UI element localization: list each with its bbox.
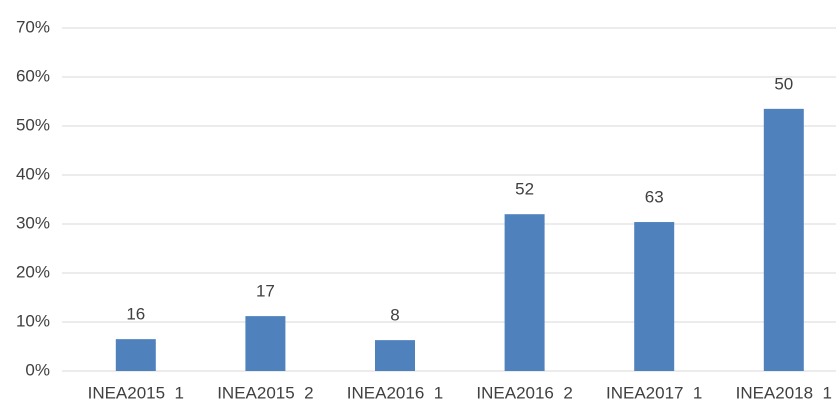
bar — [245, 316, 286, 371]
bar — [115, 339, 156, 371]
bar — [763, 108, 804, 371]
bar — [375, 340, 415, 371]
y-tick-label: 50% — [16, 115, 50, 134]
data-label: 16 — [126, 305, 145, 324]
x-tick-label: INEA2016 2 — [476, 383, 572, 402]
bar — [504, 214, 545, 371]
y-tick-label: 10% — [16, 311, 50, 330]
y-tick-label: 30% — [16, 213, 50, 232]
bar — [634, 222, 675, 371]
x-tick-label: INEA2015 1 — [88, 383, 184, 402]
data-label: 8 — [390, 306, 399, 325]
y-tick-label: 0% — [25, 360, 50, 379]
y-tick-label: 20% — [16, 262, 50, 281]
y-tick-label: 60% — [16, 66, 50, 85]
y-tick-label: 40% — [16, 164, 50, 183]
x-tick-label: INEA2017 1 — [606, 383, 702, 402]
x-tick-label: INEA2018 1 — [736, 383, 832, 402]
data-label: 50 — [774, 74, 793, 93]
x-tick-label: INEA2015 2 — [217, 383, 313, 402]
data-label: 52 — [515, 180, 534, 199]
y-tick-label: 70% — [16, 17, 50, 36]
data-label: 63 — [645, 188, 664, 207]
data-label: 17 — [256, 282, 275, 301]
x-tick-label: INEA2016 1 — [347, 383, 443, 402]
